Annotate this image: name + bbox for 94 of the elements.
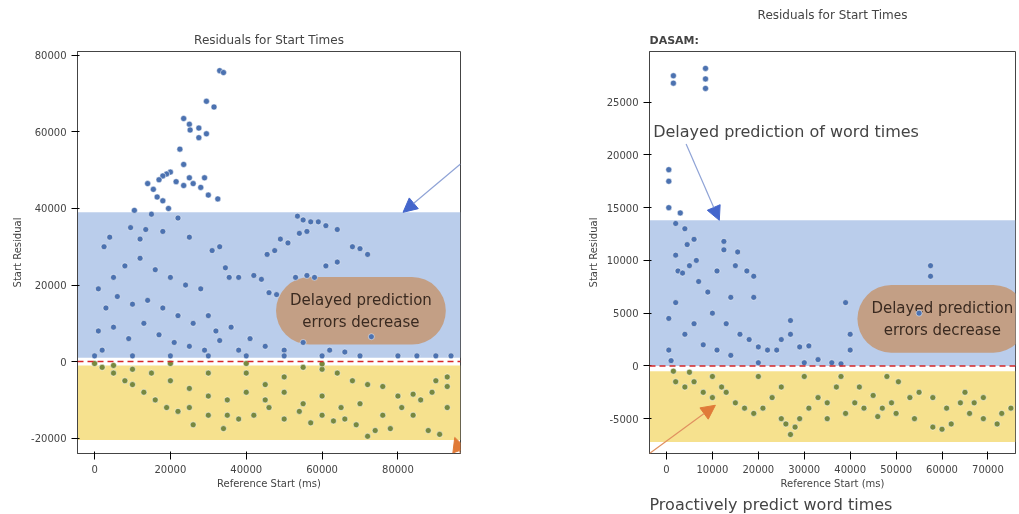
point xyxy=(768,394,776,401)
point xyxy=(823,399,831,407)
point xyxy=(814,394,822,401)
point xyxy=(906,394,914,401)
point xyxy=(860,404,868,412)
point xyxy=(970,399,978,407)
point xyxy=(874,413,881,420)
x-tick-label: 0 xyxy=(663,463,670,475)
point xyxy=(791,423,799,431)
annotation: Delayed prediction errors decrease xyxy=(290,290,432,331)
y-tick-label: -5000 xyxy=(609,413,639,425)
point xyxy=(709,394,716,401)
point xyxy=(938,425,946,433)
chart-title: Residuals for Start Times xyxy=(757,7,908,22)
point xyxy=(681,383,689,391)
point xyxy=(1007,404,1015,412)
x-tick-label: 10000 xyxy=(696,463,729,475)
point xyxy=(947,420,955,428)
text: DASAM: xyxy=(649,33,699,47)
point xyxy=(778,415,785,422)
point xyxy=(966,410,973,417)
point xyxy=(686,369,693,376)
point xyxy=(980,394,987,401)
y-tick-label: 25000 xyxy=(606,97,639,109)
x-tick-label: 20000 xyxy=(742,463,775,475)
annotation: Delayed prediction errors decrease xyxy=(871,299,1014,339)
x-tick-label: 20000 xyxy=(154,463,187,475)
point xyxy=(957,399,964,407)
y-tick-label: 80000 xyxy=(34,50,67,62)
y-tick-label: 0 xyxy=(60,356,67,368)
point xyxy=(782,420,790,428)
point xyxy=(699,389,707,396)
y-tick-label: -20000 xyxy=(31,433,67,445)
point xyxy=(961,389,969,396)
point xyxy=(895,378,902,385)
point xyxy=(690,378,698,385)
x-axis-title: Reference Start (ms) xyxy=(217,477,322,489)
y-tick-label: 20000 xyxy=(606,149,639,161)
point xyxy=(837,373,845,380)
y-tick-label: 40000 xyxy=(34,203,67,215)
point xyxy=(722,389,730,396)
y-tick-label: 60000 xyxy=(34,126,67,138)
point xyxy=(787,431,794,438)
point xyxy=(759,404,767,412)
point xyxy=(998,410,1005,417)
point xyxy=(718,383,725,391)
y-tick-label: 10000 xyxy=(606,255,639,267)
point xyxy=(732,399,739,407)
annotation: Delayed prediction of word times xyxy=(653,122,919,142)
point xyxy=(856,383,863,391)
chart-title: Residuals for Start Times xyxy=(194,32,344,47)
point xyxy=(929,423,937,431)
y-tick-label: 20000 xyxy=(34,280,67,292)
y-axis-title: Start Residual xyxy=(587,217,599,288)
point xyxy=(778,383,785,391)
point xyxy=(993,420,1001,428)
y-axis-title: Start Residual xyxy=(12,217,24,288)
point xyxy=(911,415,918,422)
point xyxy=(915,389,923,396)
point xyxy=(741,404,748,412)
x-tick-label: 0 xyxy=(91,463,98,475)
point xyxy=(750,410,757,417)
point xyxy=(851,399,859,407)
y-tick-label: 5000 xyxy=(613,308,639,320)
point xyxy=(805,404,813,412)
y-tick-label: 0 xyxy=(632,360,639,372)
x-tick-label: 50000 xyxy=(880,463,913,475)
point xyxy=(796,415,803,422)
point xyxy=(888,399,895,407)
point xyxy=(670,367,677,375)
point xyxy=(943,404,950,412)
point xyxy=(801,373,808,380)
x-tick-label: 60000 xyxy=(926,463,958,475)
point xyxy=(929,394,937,401)
point xyxy=(672,378,679,385)
x-tick-label: 70000 xyxy=(972,463,1004,475)
x-tick-label: 40000 xyxy=(834,463,867,475)
x-axis-title: Reference Start (ms) xyxy=(780,477,885,489)
point xyxy=(823,415,831,422)
point xyxy=(833,383,840,391)
point xyxy=(755,373,762,380)
point xyxy=(980,415,987,422)
point xyxy=(892,410,900,417)
text: Proactively predict word times xyxy=(649,494,893,514)
point xyxy=(709,373,716,380)
point xyxy=(883,373,891,380)
point xyxy=(869,392,877,399)
y-tick-label: 15000 xyxy=(606,202,639,214)
x-tick-label: 80000 xyxy=(382,463,414,475)
point xyxy=(879,404,886,412)
point xyxy=(842,410,849,417)
x-tick-label: 60000 xyxy=(306,463,338,475)
x-tick-label: 40000 xyxy=(230,463,263,475)
x-tick-label: 30000 xyxy=(788,463,821,475)
